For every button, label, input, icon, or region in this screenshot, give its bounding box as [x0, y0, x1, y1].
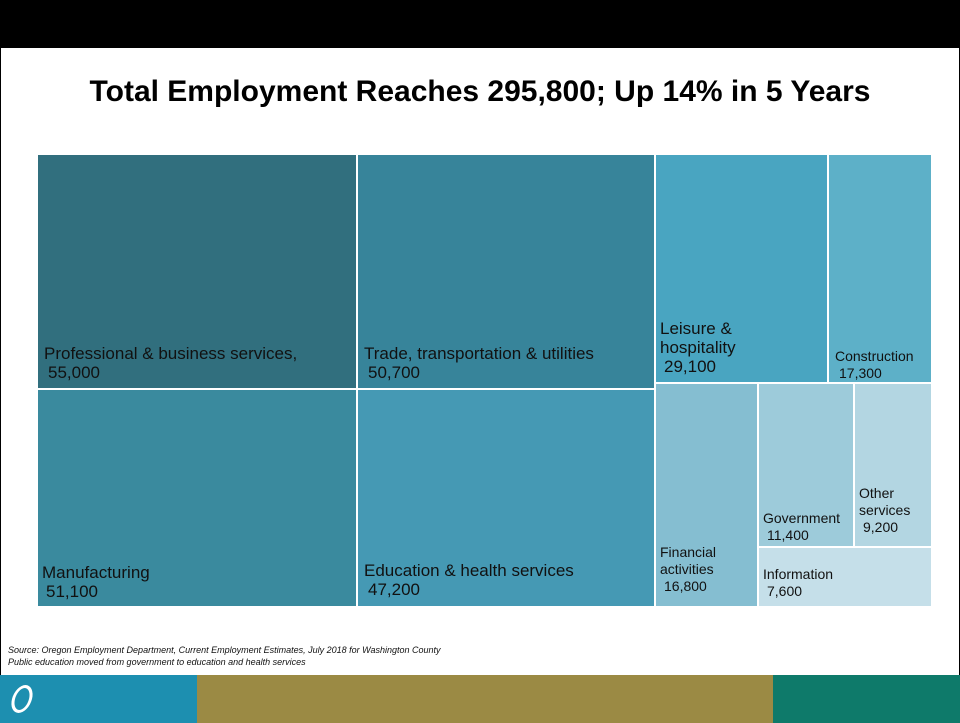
footer-segment-blue: [0, 675, 197, 723]
tile-value-label: 9,200: [863, 519, 899, 535]
tile-label: Other services 9,200: [859, 485, 910, 536]
treemap-tile: Information 7,600: [758, 547, 932, 607]
footer-bar: [0, 675, 960, 723]
tile-value-label: 11,400: [767, 527, 809, 543]
tile-label: Financial activities 16,800: [660, 544, 716, 595]
tile-value-label: 7,600: [767, 583, 803, 599]
treemap-tile: Professional & business services, 55,000: [37, 154, 357, 389]
left-border: [0, 48, 1, 675]
source-line-1: Source: Oregon Employment Department, Cu…: [8, 645, 441, 655]
treemap-tile: Financial activities 16,800: [655, 383, 758, 607]
tile-label: Leisure & hospitality 29,100: [660, 319, 736, 376]
tile-category-name: Information: [763, 566, 834, 582]
tile-category-name: activities: [660, 561, 714, 577]
treemap-tile: Trade, transportation & utilities 50,700: [357, 154, 655, 389]
tile-category-name: hospitality: [660, 338, 736, 357]
tile-value-label: 29,100: [664, 357, 716, 376]
treemap-tile: Construction 17,300: [828, 154, 932, 383]
tile-value-label: 55,000: [48, 363, 100, 382]
source-note: Source: Oregon Employment Department, Cu…: [8, 644, 441, 668]
tile-value-label: 47,200: [368, 580, 420, 599]
tile-label: Trade, transportation & utilities 50,700: [364, 344, 594, 382]
tile-value-label: 16,800: [664, 578, 707, 594]
tile-category-name: Construction: [835, 348, 914, 364]
tile-label: Government 11,400: [763, 510, 840, 544]
oregon-o-logo-icon: [8, 685, 36, 713]
tile-value-label: 50,700: [368, 363, 420, 382]
tile-category-name: services: [859, 502, 911, 518]
tile-category-name: Trade, transportation & utilities: [364, 344, 594, 363]
footer-segment-gold: [197, 675, 773, 723]
treemap-tile: Government 11,400: [758, 383, 854, 547]
tile-label: Information 7,600: [763, 566, 833, 600]
tile-category-name: Leisure &: [660, 319, 732, 338]
treemap-tile: Other services 9,200: [854, 383, 932, 547]
tile-category-name: Education & health services: [364, 561, 574, 580]
source-line-2: Public education moved from government t…: [8, 657, 306, 667]
chart-title: Total Employment Reaches 295,800; Up 14%…: [89, 75, 871, 108]
tile-category-name: Manufacturing: [42, 563, 150, 582]
tile-category-name: Professional & business services,: [44, 344, 298, 363]
tile-category-name: Government: [763, 510, 841, 526]
tile-value-label: 17,300: [839, 365, 882, 381]
tile-category-name: Financial: [660, 544, 717, 560]
tile-label: Professional & business services, 55,000: [44, 344, 297, 382]
tile-category-name: Other: [859, 485, 895, 501]
tile-label: Education & health services 47,200: [364, 561, 574, 599]
tile-label: Construction 17,300: [835, 348, 914, 382]
treemap-tile: Leisure & hospitality 29,100: [655, 154, 828, 383]
tile-label: Manufacturing 51,100: [42, 563, 150, 601]
treemap-tile: Education & health services 47,200: [357, 389, 655, 607]
footer-segment-green: [773, 675, 960, 723]
top-banner: [0, 0, 960, 48]
treemap-tile: Manufacturing 51,100: [37, 389, 357, 607]
tile-value-label: 51,100: [46, 582, 98, 601]
